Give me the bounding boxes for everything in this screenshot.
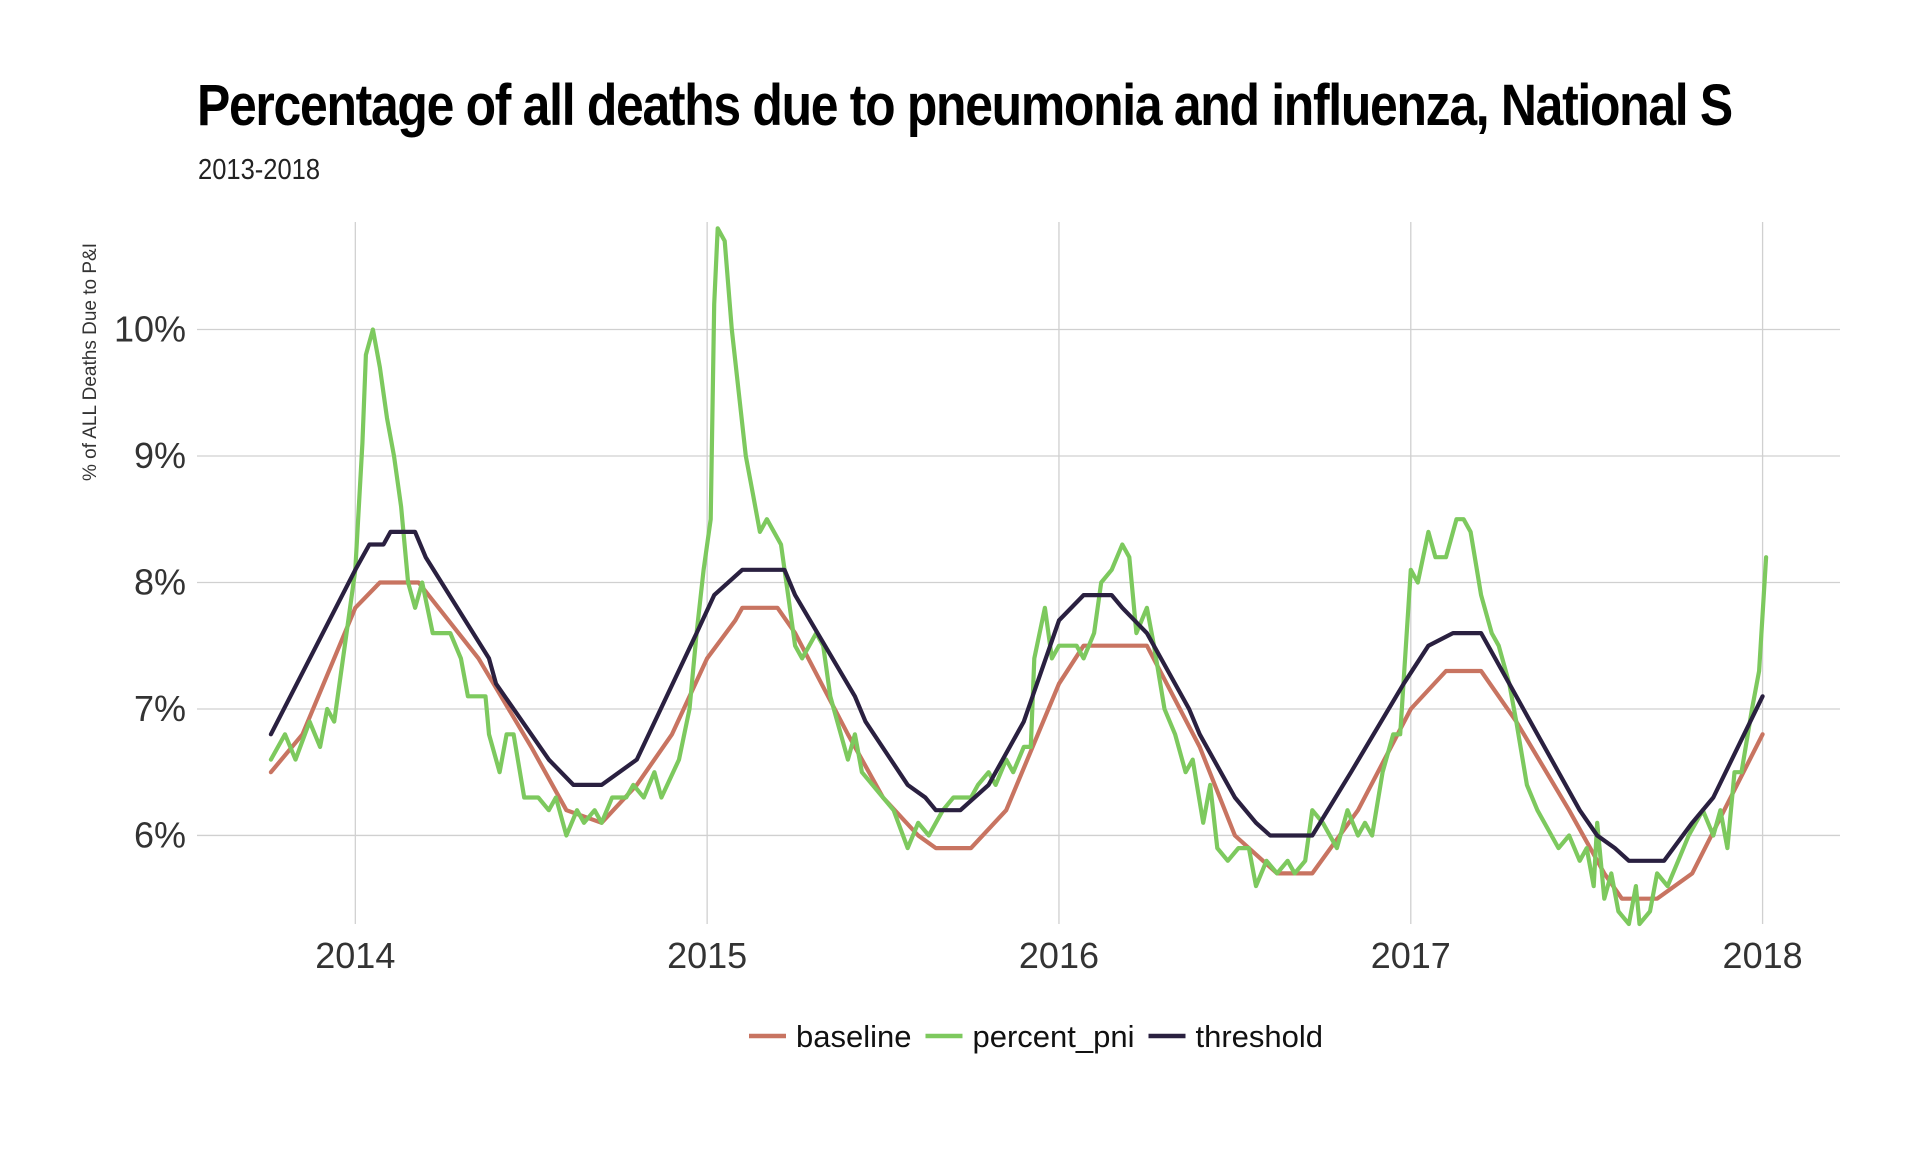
x-tick-label: 2016 bbox=[1019, 935, 1099, 976]
legend: baseline percent_pni threshold bbox=[749, 1019, 1323, 1054]
x-tick-label: 2018 bbox=[1723, 935, 1803, 976]
y-tick-label: 7% bbox=[134, 688, 186, 729]
y-tick-label: 6% bbox=[134, 814, 186, 855]
y-tick-label: 9% bbox=[134, 435, 186, 476]
x-tick-label: 2017 bbox=[1371, 935, 1451, 976]
legend-label-percent_pni: percent_pni bbox=[972, 1019, 1134, 1054]
chart-title: Percentage of all deaths due to pneumoni… bbox=[197, 73, 1733, 138]
series-line-threshold bbox=[268, 529, 1765, 863]
series-line-percent_pni bbox=[268, 226, 1769, 927]
x-axis-ticks: 2014 2015 2016 2017 2018 bbox=[315, 935, 1802, 976]
legend-label-threshold: threshold bbox=[1196, 1019, 1324, 1054]
y-axis-ticks: 6% 7% 8% 9% 10% bbox=[114, 309, 186, 856]
chart-subtitle: 2013-2018 bbox=[198, 154, 321, 186]
series-layer bbox=[268, 226, 1769, 927]
y-axis-label: % of ALL Deaths Due to P&I bbox=[80, 243, 101, 481]
series-line-baseline bbox=[268, 580, 1765, 901]
y-tick-label: 8% bbox=[134, 561, 186, 602]
legend-label-baseline: baseline bbox=[796, 1019, 911, 1054]
grid-lines bbox=[197, 222, 1840, 924]
title-clip: Percentage of all deaths due to pneumoni… bbox=[0, 0, 1920, 160]
x-tick-label: 2015 bbox=[667, 935, 747, 976]
x-tick-label: 2014 bbox=[315, 935, 395, 976]
y-tick-label: 10% bbox=[114, 309, 186, 350]
